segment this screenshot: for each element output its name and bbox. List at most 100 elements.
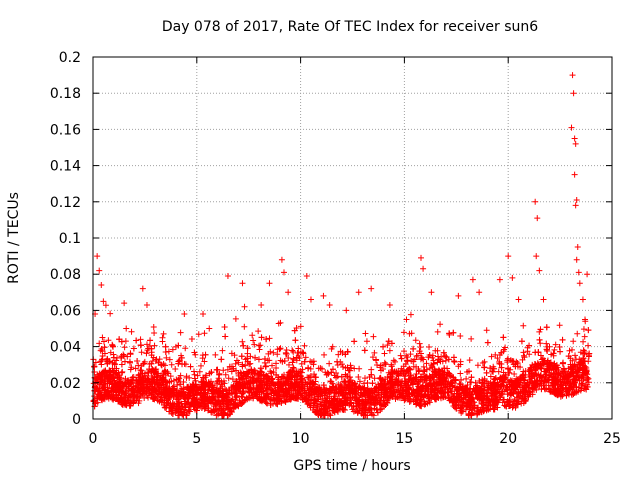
data-point-background	[240, 389, 247, 396]
data-point-background	[136, 397, 143, 404]
data-point-background	[224, 412, 231, 419]
data-point-background	[412, 337, 419, 344]
data-point-background	[445, 389, 452, 396]
data-point-background	[417, 397, 424, 404]
data-point-background	[183, 412, 190, 419]
data-point-background	[92, 375, 99, 382]
data-point-background	[290, 348, 297, 355]
data-point-background	[533, 371, 540, 378]
data-point-background	[298, 392, 305, 399]
data-point-background	[403, 352, 410, 359]
data-point-background	[232, 315, 239, 322]
data-point-background	[407, 311, 414, 318]
data-point-background	[566, 384, 573, 391]
data-point-background	[317, 400, 324, 407]
data-point-background	[459, 408, 466, 415]
data-point-background	[406, 330, 413, 337]
data-point-background	[239, 361, 246, 368]
data-point-background	[142, 377, 149, 384]
data-point-background	[103, 373, 110, 380]
data-point-background	[490, 381, 497, 388]
data-point-background	[504, 398, 511, 405]
data-point-background	[450, 354, 457, 361]
data-point-background	[190, 402, 197, 409]
data-point-background	[214, 397, 221, 404]
data-point-background	[459, 402, 466, 409]
data-point-background	[495, 368, 502, 375]
data-point-background	[554, 375, 561, 382]
data-point-background	[253, 377, 260, 384]
data-point-background	[169, 346, 176, 353]
data-point-background	[437, 375, 444, 382]
data-point-background	[294, 349, 301, 356]
data-point-background	[285, 354, 292, 361]
data-point-background	[96, 340, 103, 347]
data-point-background	[509, 358, 516, 365]
data-point-background	[572, 376, 579, 383]
data-point-background	[148, 345, 155, 352]
data-point-background	[134, 358, 141, 365]
data-point-background	[351, 338, 358, 345]
data-point-background	[388, 340, 395, 347]
data-point-background	[281, 371, 288, 378]
data-point-background	[419, 385, 426, 392]
data-point-background	[165, 396, 172, 403]
data-point-background	[426, 344, 433, 351]
data-point-background	[450, 395, 457, 402]
data-point-background	[239, 394, 246, 401]
data-point-background	[292, 382, 299, 389]
data-point-background	[238, 400, 245, 407]
data-point-background	[389, 369, 396, 376]
data-point-background	[237, 369, 244, 376]
data-point-background	[244, 373, 251, 380]
data-point-background	[132, 383, 139, 390]
data-point-background	[400, 370, 407, 376]
data-point-background	[285, 382, 292, 389]
data-point-background	[378, 394, 385, 401]
data-point-background	[154, 370, 161, 377]
data-point-background	[190, 387, 197, 394]
data-point-background	[428, 391, 435, 398]
data-point-background	[179, 390, 186, 397]
data-point-background	[213, 379, 220, 386]
data-point-background	[423, 360, 430, 367]
data-point-background	[502, 344, 509, 351]
data-point-background	[538, 365, 545, 372]
data-point-background	[176, 375, 183, 382]
data-point-background	[91, 387, 98, 394]
data-point-background	[374, 362, 381, 369]
data-point-background	[130, 345, 137, 352]
data-point-background	[208, 408, 215, 415]
data-point-background	[479, 397, 486, 404]
data-point-background	[310, 402, 317, 409]
data-point-background	[201, 330, 208, 337]
data-point-background	[483, 407, 490, 414]
data-point-background	[116, 336, 123, 343]
data-point-background	[516, 382, 523, 389]
data-point-background	[479, 359, 486, 366]
data-point-background	[322, 369, 329, 376]
data-point-background	[517, 389, 524, 396]
data-point-background	[148, 373, 155, 380]
data-point-background	[573, 373, 580, 380]
data-point-background	[520, 322, 527, 329]
data-point-background	[213, 366, 220, 373]
data-point-background	[229, 384, 236, 391]
data-point-background	[341, 379, 348, 386]
data-point-background	[581, 333, 588, 340]
data-point-background	[236, 397, 243, 404]
data-point-background	[156, 398, 163, 405]
data-point-background	[517, 364, 524, 371]
data-point-background	[108, 390, 115, 397]
data-point-background	[147, 368, 154, 375]
data-point-background	[558, 381, 565, 388]
data-points	[90, 72, 593, 419]
data-point-background	[96, 394, 103, 401]
data-point-background	[215, 375, 222, 382]
data-point-background	[268, 390, 275, 397]
data-point-background	[172, 365, 179, 372]
data-point-background	[162, 378, 169, 385]
data-point-background	[208, 399, 215, 406]
data-point-background	[249, 332, 256, 339]
data-point-background	[129, 385, 136, 392]
